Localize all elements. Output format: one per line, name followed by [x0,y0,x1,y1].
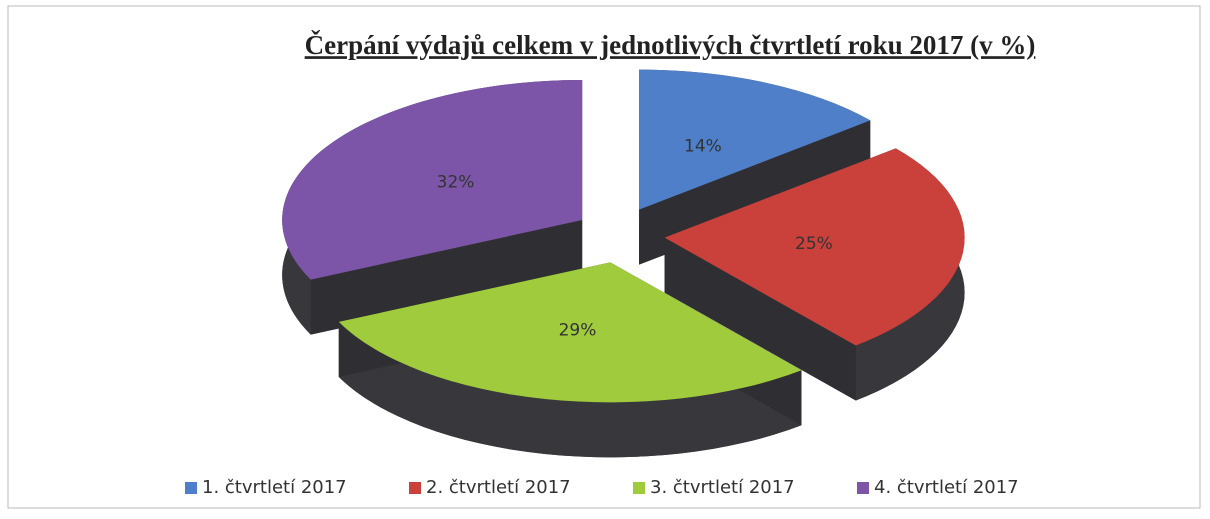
slice-edge [310,219,583,335]
legend-swatch [185,482,197,494]
pie-slice [664,148,965,346]
data-label: 14% [684,136,722,156]
legend-label: 4. čtvrtletí 2017 [874,477,1019,498]
legend-label: 3. čtvrtletí 2017 [650,477,795,498]
legend-swatch [409,482,421,494]
slice-edge [664,237,856,401]
pie-slice [282,79,583,280]
legend-swatch [633,482,645,494]
legend-label: 1. čtvrtletí 2017 [202,477,347,498]
pie-slice [639,69,871,210]
data-label: 25% [795,234,833,254]
chart-title: Čerpání výdajů celkem v jednotlivých čtv… [305,30,1036,60]
legend-swatch [857,482,869,494]
slice-wall [338,321,802,458]
chart-border [7,5,1201,509]
legend-label: 2. čtvrtletí 2017 [426,477,571,498]
data-label: 32% [437,172,475,192]
pie-slice [338,262,802,403]
data-label: 29% [559,321,597,341]
